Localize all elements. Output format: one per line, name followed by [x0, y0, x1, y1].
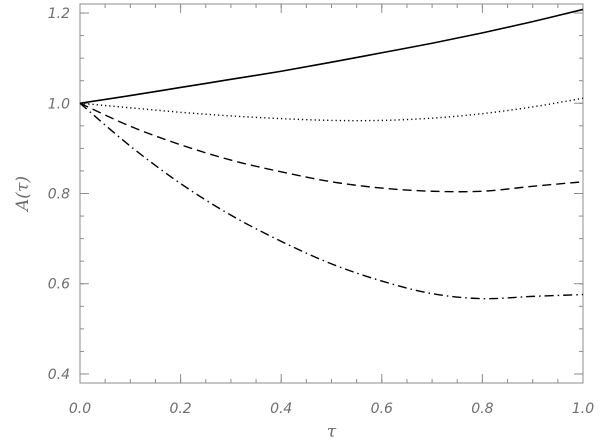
x-axis: 0.0 0.2 0.4 0.6 0.8 1.0: [69, 4, 594, 417]
series-line-dash-dot: [79, 102, 584, 300]
y-axis-label: A(τ): [13, 176, 33, 213]
x-axis-label: τ: [327, 422, 337, 442]
x-tick-label: 1.0: [572, 401, 594, 417]
series-layer: [79, 8, 584, 300]
series-line-dashed: [79, 102, 584, 193]
plot-frame: [79, 3, 584, 384]
y-tick-label: 0.6: [48, 277, 70, 293]
x-tick-label: 0.4: [270, 401, 292, 417]
y-tick-label: 0.8: [48, 187, 70, 203]
series-line-solid: [79, 8, 584, 105]
y-tick-label: 1.2: [48, 6, 70, 22]
x-tick-label: 0.2: [169, 401, 191, 417]
y-tick-label: 0.4: [48, 367, 70, 383]
y-tick-label: 1.0: [48, 96, 70, 112]
y-axis: 0.4 0.6 0.8 1.0 1.2: [48, 6, 583, 383]
x-tick-label: 0.6: [371, 401, 393, 417]
x-tick-label: 0.0: [69, 401, 91, 417]
x-tick-label: 0.8: [471, 401, 493, 417]
series-line-dotted: [79, 97, 584, 122]
plot-border: [79, 3, 584, 384]
